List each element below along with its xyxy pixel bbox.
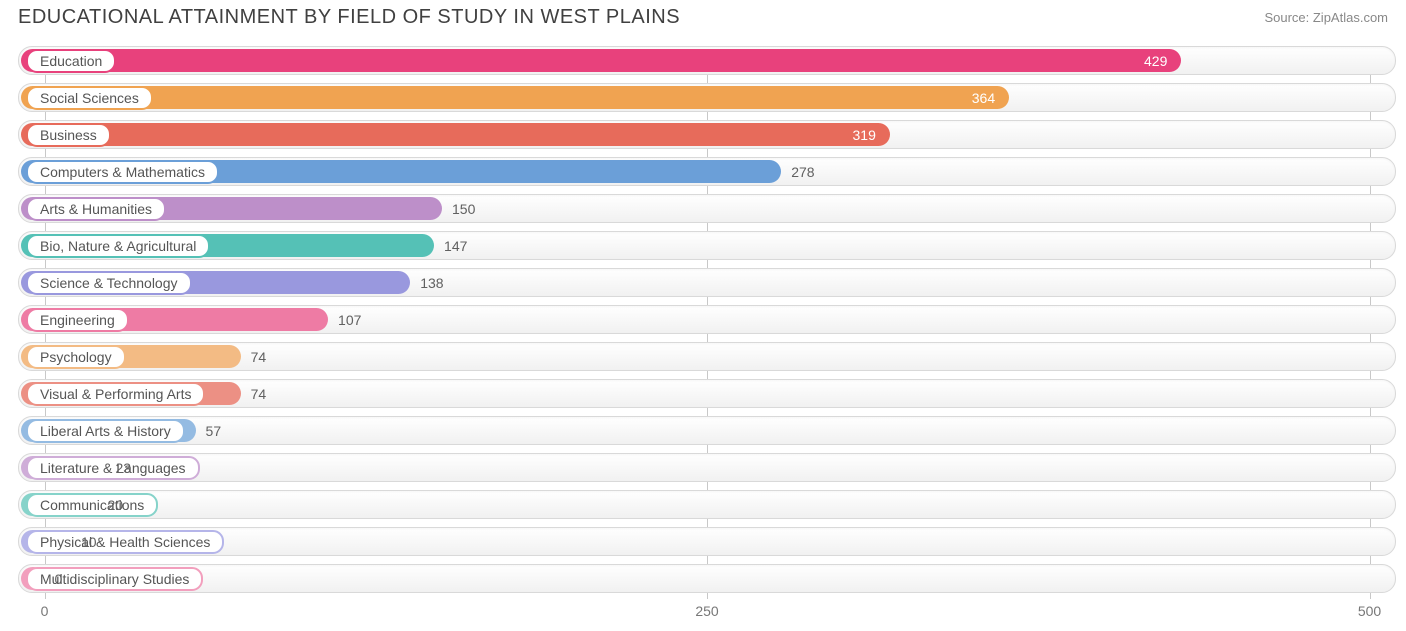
bar-track <box>18 527 1396 556</box>
bar-row: Communications20 <box>18 490 1396 519</box>
bar-value: 138 <box>420 275 443 291</box>
bar-value: 150 <box>452 201 475 217</box>
bar-row: Literature & Languages23 <box>18 453 1396 482</box>
bar-track <box>18 416 1396 445</box>
bar-row: Education 429 <box>18 46 1396 75</box>
bar-fill <box>21 86 1009 109</box>
bar-row: Science & Technology 138 <box>18 268 1396 297</box>
bar-value: 10 <box>81 534 97 550</box>
bar-value: 364 <box>972 90 995 106</box>
bar-value: 74 <box>251 386 267 402</box>
bar-row: Business 319 <box>18 120 1396 149</box>
bar-value: 23 <box>115 460 131 476</box>
bar-row: Arts & Humanities 150 <box>18 194 1396 223</box>
bar-value: 429 <box>1144 53 1167 69</box>
bar-row: Engineering 107 <box>18 305 1396 334</box>
bar-value: 74 <box>251 349 267 365</box>
bar-row: Multidisciplinary Studies0 <box>18 564 1396 593</box>
bar-label: Physical & Health Sciences <box>26 530 224 554</box>
x-tick-label: 250 <box>695 603 718 619</box>
bar-row: Physical & Health Sciences10 <box>18 527 1396 556</box>
bar-label: Science & Technology <box>26 271 192 295</box>
bar-value: 147 <box>444 238 467 254</box>
bar-value: 57 <box>206 423 222 439</box>
bar-value: 278 <box>791 164 814 180</box>
bar-label: Liberal Arts & History <box>26 419 185 443</box>
bar-label: Education <box>26 49 116 73</box>
bar-row: Psychology 74 <box>18 342 1396 371</box>
bar-row: Bio, Nature & Agricultural 147 <box>18 231 1396 260</box>
bar-value: 319 <box>853 127 876 143</box>
bar-track <box>18 453 1396 482</box>
bar-row: Liberal Arts & History 57 <box>18 416 1396 445</box>
bar-label: Literature & Languages <box>26 456 200 480</box>
bar-track <box>18 490 1396 519</box>
bar-label: Engineering <box>26 308 129 332</box>
bar-label: Visual & Performing Arts <box>26 382 205 406</box>
bar-label: Bio, Nature & Agricultural <box>26 234 210 258</box>
bar-value: 20 <box>108 497 124 513</box>
bar-label: Social Sciences <box>26 86 153 110</box>
bar-value: 107 <box>338 312 361 328</box>
bar-row: Visual & Performing Arts 74 <box>18 379 1396 408</box>
chart-area: Education 429 Social Sciences 364 Business 31… <box>18 46 1396 599</box>
bar-row: Social Sciences 364 <box>18 83 1396 112</box>
bar-track <box>18 564 1396 593</box>
bar-value: 0 <box>55 571 63 587</box>
chart-title: EDUCATIONAL ATTAINMENT BY FIELD OF STUDY… <box>18 6 680 29</box>
source-attribution: Source: ZipAtlas.com <box>1264 6 1388 25</box>
x-axis: 0 250 500 <box>18 603 1396 623</box>
bar-label: Psychology <box>26 345 126 369</box>
bar-fill <box>21 49 1181 72</box>
x-tick-label: 0 <box>41 603 49 619</box>
bar-label: Communications <box>26 493 158 517</box>
bar-fill <box>21 123 890 146</box>
bar-label: Business <box>26 123 111 147</box>
bar-label: Arts & Humanities <box>26 197 166 221</box>
bar-label: Multidisciplinary Studies <box>26 567 203 591</box>
bar-row: Computers & Mathematics 278 <box>18 157 1396 186</box>
bar-label: Computers & Mathematics <box>26 160 219 184</box>
x-tick-label: 500 <box>1358 603 1381 619</box>
